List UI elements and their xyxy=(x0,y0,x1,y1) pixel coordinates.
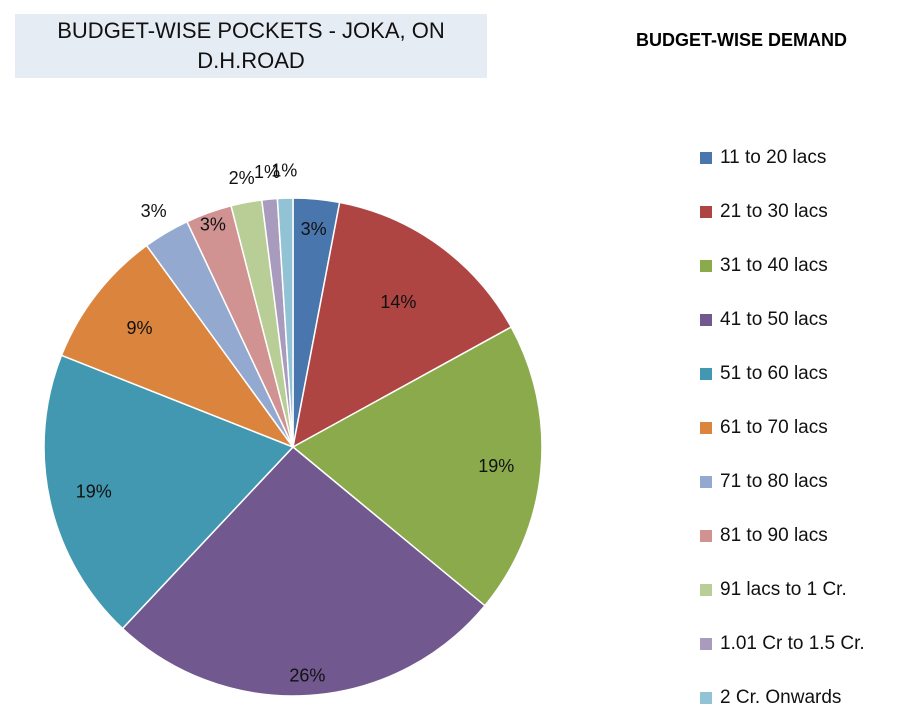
data-label-1: 3% xyxy=(301,219,327,239)
data-label-6: 9% xyxy=(127,318,153,338)
data-label-2: 14% xyxy=(380,292,416,312)
legend-item-11: 2 Cr. Onwards xyxy=(700,687,841,709)
legend-item-2: 21 to 30 lacs xyxy=(700,201,828,223)
legend-swatch xyxy=(700,584,712,596)
legend-label: 21 to 30 lacs xyxy=(720,201,828,222)
legend-label: 71 to 80 lacs xyxy=(720,471,828,492)
legend-label: 61 to 70 lacs xyxy=(720,417,828,438)
chart-title: BUDGET-WISE POCKETS - JOKA, ON D.H.ROAD xyxy=(57,18,445,73)
pie-slice-11 xyxy=(276,197,294,448)
legend-swatch xyxy=(700,692,712,704)
legend-item-5: 51 to 60 lacs xyxy=(700,363,828,385)
legend-label: 11 to 20 lacs xyxy=(720,147,827,168)
data-label-9: 2% xyxy=(229,168,255,188)
legend-item-7: 71 to 80 lacs xyxy=(700,471,828,493)
chart-title-box: BUDGET-WISE POCKETS - JOKA, ON D.H.ROAD xyxy=(15,14,487,78)
legend-swatch xyxy=(700,260,712,272)
legend-label: 31 to 40 lacs xyxy=(720,255,828,276)
data-label-5: 19% xyxy=(76,482,112,502)
legend-item-4: 41 to 50 lacs xyxy=(700,309,828,331)
pie-slice-5 xyxy=(43,354,295,630)
legend-label: 51 to 60 lacs xyxy=(720,363,828,384)
data-label-11: 1% xyxy=(271,161,297,181)
legend-label: 2 Cr. Onwards xyxy=(720,687,842,708)
legend-swatch xyxy=(700,206,712,218)
data-label-3: 19% xyxy=(478,456,514,476)
data-label-4: 26% xyxy=(289,666,325,686)
legend-label: 41 to 50 lacs xyxy=(720,309,828,330)
legend-label: 81 to 90 lacs xyxy=(720,525,828,546)
legend-swatch xyxy=(700,530,712,542)
legend-item-8: 81 to 90 lacs xyxy=(700,525,828,547)
pie-slice-2 xyxy=(291,201,513,449)
legend-swatch xyxy=(700,638,712,650)
pie-slice-6 xyxy=(60,244,296,449)
legend-item-1: 11 to 20 lacs xyxy=(700,147,826,169)
data-label-8: 3% xyxy=(200,214,226,234)
legend-swatch xyxy=(700,476,712,488)
pie-slice-3 xyxy=(291,326,543,607)
legend-label: 91 lacs to 1 Cr. xyxy=(720,579,847,600)
data-label-7: 3% xyxy=(141,201,167,221)
legend-swatch xyxy=(700,422,712,434)
legend-swatch xyxy=(700,368,712,380)
legend-item-10: 1.01 Cr to 1.5 Cr. xyxy=(700,633,865,655)
legend-label: 1.01 Cr to 1.5 Cr. xyxy=(720,633,865,654)
pie-slice-4 xyxy=(121,445,486,697)
legend-item-3: 31 to 40 lacs xyxy=(700,255,828,277)
legend-title: BUDGET-WISE DEMAND xyxy=(636,30,847,50)
legend-swatch xyxy=(700,152,712,164)
data-label-10: 1% xyxy=(254,162,280,182)
legend-item-9: 91 lacs to 1 Cr. xyxy=(700,579,847,601)
legend-swatch xyxy=(700,314,712,326)
legend-item-6: 61 to 70 lacs xyxy=(700,417,828,439)
